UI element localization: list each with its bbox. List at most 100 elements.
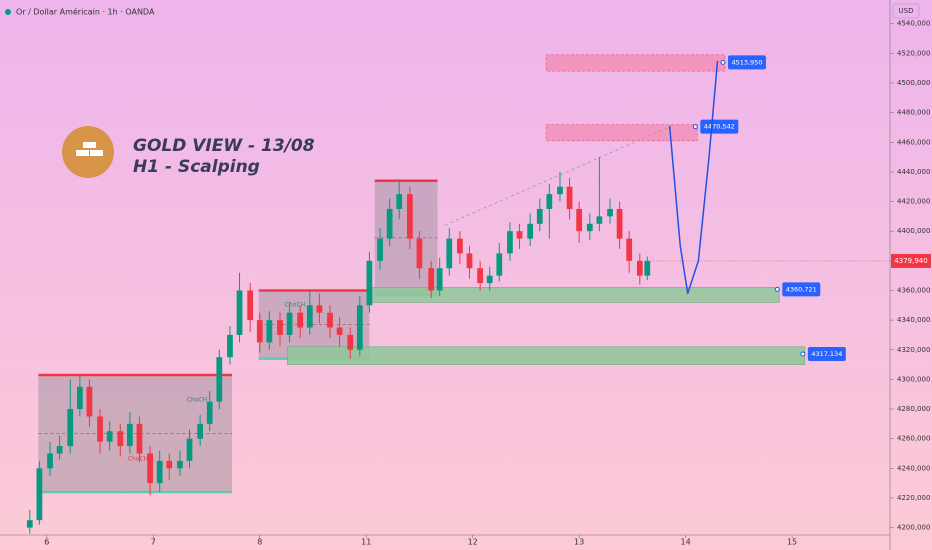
x-tick-label: 15 xyxy=(787,538,797,547)
level-point xyxy=(720,59,726,65)
level-label-box xyxy=(782,282,821,297)
last-price-box xyxy=(891,253,931,268)
candle-body xyxy=(507,231,513,254)
candle-body xyxy=(266,320,273,343)
candle-body xyxy=(227,334,233,358)
candle-body xyxy=(306,305,313,328)
candle-body xyxy=(177,460,183,469)
candle-body xyxy=(377,238,383,261)
candle-body xyxy=(76,386,83,410)
last-price-label: 4379,940 xyxy=(894,257,927,265)
title: GOLD VIEW - 13/08 xyxy=(133,136,315,156)
candle-body xyxy=(644,260,651,276)
currency: USD xyxy=(899,7,914,15)
candle-body xyxy=(166,460,173,469)
level-label-box xyxy=(807,346,846,361)
candle-body xyxy=(47,453,53,469)
candle-body xyxy=(446,238,453,269)
candle-body xyxy=(186,438,193,461)
candle-body xyxy=(546,194,553,209)
candle-body xyxy=(336,327,343,335)
status-dot xyxy=(5,9,11,15)
candle-body xyxy=(117,431,124,447)
annotation: ChoCH xyxy=(285,302,305,309)
y-tick-label: 4220,000 xyxy=(897,494,930,502)
y-tick-label: 4500,000 xyxy=(897,79,930,87)
candle-body xyxy=(356,305,363,350)
candle-body xyxy=(576,208,583,232)
y-tick-label: 4540,000 xyxy=(897,20,930,28)
candle-body xyxy=(466,253,473,269)
candle-body xyxy=(516,231,523,239)
gold-icon xyxy=(62,126,114,178)
targets-zone xyxy=(545,124,698,142)
candle-body xyxy=(277,320,283,335)
plot: 4360,721 4317,134 4470,542 4513,950 xyxy=(26,54,890,534)
y-tick-label: 4460,000 xyxy=(897,138,930,146)
x-tick-label: 6 xyxy=(44,538,49,547)
candle-body xyxy=(596,216,603,224)
y-tick-label: 4360,000 xyxy=(897,286,930,294)
levels-zone xyxy=(287,346,806,365)
candle-body xyxy=(636,260,643,276)
candle-body xyxy=(486,275,493,284)
x-tick-label: 13 xyxy=(574,538,584,547)
candle-body xyxy=(616,208,623,239)
candle-body xyxy=(106,431,113,442)
candle-body xyxy=(256,320,263,343)
candle-body xyxy=(477,268,484,284)
candle-body xyxy=(496,253,503,276)
candle-body xyxy=(216,357,223,402)
candle-body xyxy=(626,238,633,261)
candle-body xyxy=(67,409,74,447)
y-tick-label: 4280,000 xyxy=(897,405,930,413)
candle-body xyxy=(36,468,43,521)
y-tick-label: 4240,000 xyxy=(897,464,930,472)
candle-body xyxy=(97,416,103,442)
candle-body xyxy=(127,423,133,447)
candle-body xyxy=(136,423,143,454)
y-tick-label: 4340,000 xyxy=(897,316,930,324)
level-point xyxy=(692,124,698,130)
candle-body xyxy=(557,186,563,195)
candle-body xyxy=(436,268,443,291)
candle-body xyxy=(536,208,543,224)
candle-body xyxy=(316,305,323,313)
candle-body xyxy=(586,223,593,232)
y-tick-label: 4320,000 xyxy=(897,346,930,354)
candle-body xyxy=(327,312,333,328)
level-label-box xyxy=(700,119,739,134)
projection xyxy=(668,60,719,295)
candle-body xyxy=(386,208,393,239)
annotation: ChoCH xyxy=(128,456,148,463)
level-label: 4513,950 xyxy=(731,58,762,66)
y-tick-label: 4440,000 xyxy=(897,168,930,176)
candle-body xyxy=(286,312,293,335)
candle-body xyxy=(297,312,304,328)
candle-body xyxy=(607,208,613,217)
candle-body xyxy=(396,194,403,209)
y-tick-label: 4520,000 xyxy=(897,49,930,57)
level-point xyxy=(800,351,806,357)
y-tick-label: 4480,000 xyxy=(897,109,930,117)
x-tick-label: 14 xyxy=(681,538,691,547)
candle-body xyxy=(247,290,254,321)
candle-body xyxy=(206,401,213,424)
candle-body xyxy=(86,386,93,417)
y-tick-label: 4260,000 xyxy=(897,435,930,443)
candle-body xyxy=(416,238,423,269)
candle-body xyxy=(566,186,573,209)
level-label: 4360,721 xyxy=(786,285,817,293)
level-label-box xyxy=(727,55,766,70)
x-tick-label: 7 xyxy=(151,538,156,547)
x-tick-label: 12 xyxy=(468,538,478,547)
candle-body xyxy=(26,520,33,528)
candle-body xyxy=(56,446,63,454)
candle-body xyxy=(527,223,534,239)
subtitle: H1 - Scalping xyxy=(133,157,260,177)
candle-body xyxy=(406,194,413,239)
y-tick-label: 4200,000 xyxy=(897,524,930,532)
candle-body xyxy=(197,423,204,439)
